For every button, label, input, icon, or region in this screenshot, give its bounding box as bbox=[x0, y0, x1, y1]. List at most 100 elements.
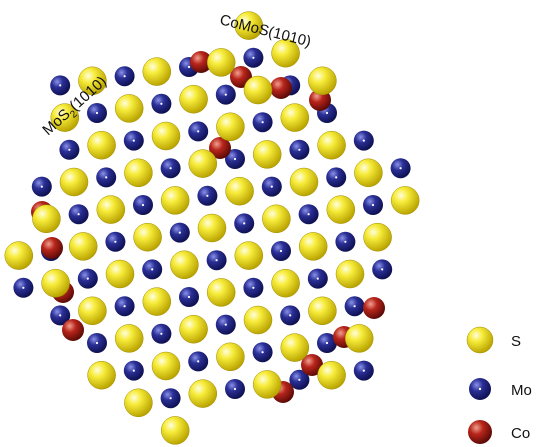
s-atom bbox=[344, 324, 374, 353]
s-atom bbox=[41, 268, 70, 298]
mo-atom-highlight bbox=[77, 213, 80, 216]
legend-co-label: Co bbox=[511, 425, 530, 442]
mo-atom-highlight bbox=[325, 111, 329, 115]
mo-atom-highlight bbox=[289, 314, 292, 317]
co-atom bbox=[301, 354, 323, 376]
mo-atom-highlight bbox=[279, 249, 283, 253]
legend-s-label: S bbox=[511, 333, 521, 350]
mo-atom-highlight bbox=[141, 203, 145, 207]
s-atom bbox=[170, 250, 199, 280]
s-atom bbox=[197, 213, 227, 243]
s-atom bbox=[335, 259, 365, 289]
s-atom bbox=[243, 305, 273, 335]
mo-atom-highlight bbox=[59, 314, 62, 317]
legend-co-swatch bbox=[468, 420, 492, 444]
s-atom bbox=[124, 388, 153, 418]
co-atom bbox=[62, 319, 84, 341]
mo-atom-highlight bbox=[40, 185, 43, 188]
mo-atom-highlight bbox=[123, 305, 126, 308]
s-atom bbox=[308, 66, 337, 96]
s-atom bbox=[87, 130, 116, 160]
s-atom bbox=[68, 232, 98, 261]
s-atom bbox=[262, 204, 291, 234]
mo-atom-highlight bbox=[132, 139, 135, 142]
mo-atom-highlight bbox=[261, 351, 264, 354]
co-atom bbox=[190, 51, 212, 73]
s-atom bbox=[188, 149, 218, 178]
co-atom bbox=[41, 237, 63, 259]
mo-atom-highlight bbox=[206, 194, 209, 197]
mo-atom-highlight bbox=[187, 295, 191, 299]
legend: S Mo Co bbox=[466, 326, 532, 444]
mo-atom-highlight bbox=[151, 268, 154, 271]
mo-atom-highlight bbox=[233, 157, 237, 161]
s-atom bbox=[188, 379, 218, 408]
s-atom bbox=[206, 48, 236, 77]
mo-atom-highlight bbox=[187, 65, 191, 69]
mo-atom-highlight bbox=[252, 286, 255, 289]
s-atom bbox=[124, 158, 153, 188]
mo-atom-highlight bbox=[325, 341, 329, 345]
mo-atom-highlight bbox=[215, 259, 218, 262]
s-atom bbox=[142, 287, 172, 316]
legend-item-mo: Mo bbox=[469, 378, 532, 400]
s-atom bbox=[234, 241, 264, 270]
mo-atom-highlight bbox=[22, 286, 25, 289]
s-atom bbox=[151, 351, 181, 381]
mo-atom-highlight bbox=[316, 277, 319, 280]
s-atom bbox=[354, 158, 383, 188]
s-atom bbox=[50, 103, 80, 132]
s-atom bbox=[4, 241, 34, 270]
s-atom bbox=[114, 94, 144, 123]
s-atom bbox=[363, 222, 392, 252]
s-atom bbox=[105, 259, 135, 289]
mo-atom-highlight bbox=[197, 360, 200, 363]
mo-atom-highlight bbox=[224, 93, 227, 96]
mo-atom-highlight bbox=[381, 268, 384, 271]
mo-atom-highlight bbox=[86, 277, 89, 280]
mo-atom-highlight bbox=[224, 323, 227, 326]
mo-atom-highlight bbox=[95, 111, 99, 115]
mo-atom-highlight bbox=[335, 176, 338, 179]
s-atom bbox=[133, 222, 162, 252]
s-atom bbox=[216, 112, 245, 142]
s-atom bbox=[252, 140, 282, 169]
mo-atom-highlight bbox=[399, 167, 402, 170]
s-atom bbox=[390, 186, 420, 215]
mo-atom-highlight bbox=[298, 148, 301, 151]
legend-s-swatch bbox=[466, 326, 494, 354]
s-atom bbox=[160, 416, 190, 445]
s-atom bbox=[234, 11, 264, 40]
mo-atom-highlight bbox=[243, 222, 246, 225]
s-atom bbox=[317, 130, 346, 160]
s-atom bbox=[206, 278, 236, 307]
s-atom bbox=[160, 186, 190, 215]
s-atom bbox=[326, 195, 356, 224]
s-atom bbox=[151, 121, 181, 151]
mo-atom-highlight bbox=[132, 369, 135, 372]
mo-atom-highlight bbox=[178, 231, 181, 234]
mo-atom-highlight bbox=[169, 397, 172, 400]
mo-atom-highlight bbox=[344, 240, 347, 243]
s-atom bbox=[142, 57, 172, 86]
mo-atom-highlight bbox=[160, 102, 163, 105]
mo-atom-highlight bbox=[95, 341, 99, 345]
mo-atom-highlight bbox=[169, 167, 172, 170]
mo-atom-highlight bbox=[160, 332, 163, 335]
s-atom bbox=[32, 204, 61, 234]
s-atom bbox=[59, 167, 89, 197]
s-atom bbox=[179, 84, 208, 114]
s-atom bbox=[280, 333, 310, 362]
mo-atom-highlight bbox=[353, 305, 356, 308]
mo-atom-highlight bbox=[362, 139, 365, 142]
s-atom bbox=[271, 38, 300, 68]
s-atom bbox=[78, 66, 107, 96]
mo-atom-highlight bbox=[298, 378, 301, 381]
s-atom bbox=[289, 167, 319, 197]
mo-atom-highlight bbox=[59, 84, 62, 87]
comos-edge-label: CoMoS(1010) bbox=[218, 11, 313, 50]
legend-item-co: Co bbox=[468, 420, 530, 444]
co-atom bbox=[270, 77, 292, 99]
s-atom bbox=[78, 296, 107, 326]
